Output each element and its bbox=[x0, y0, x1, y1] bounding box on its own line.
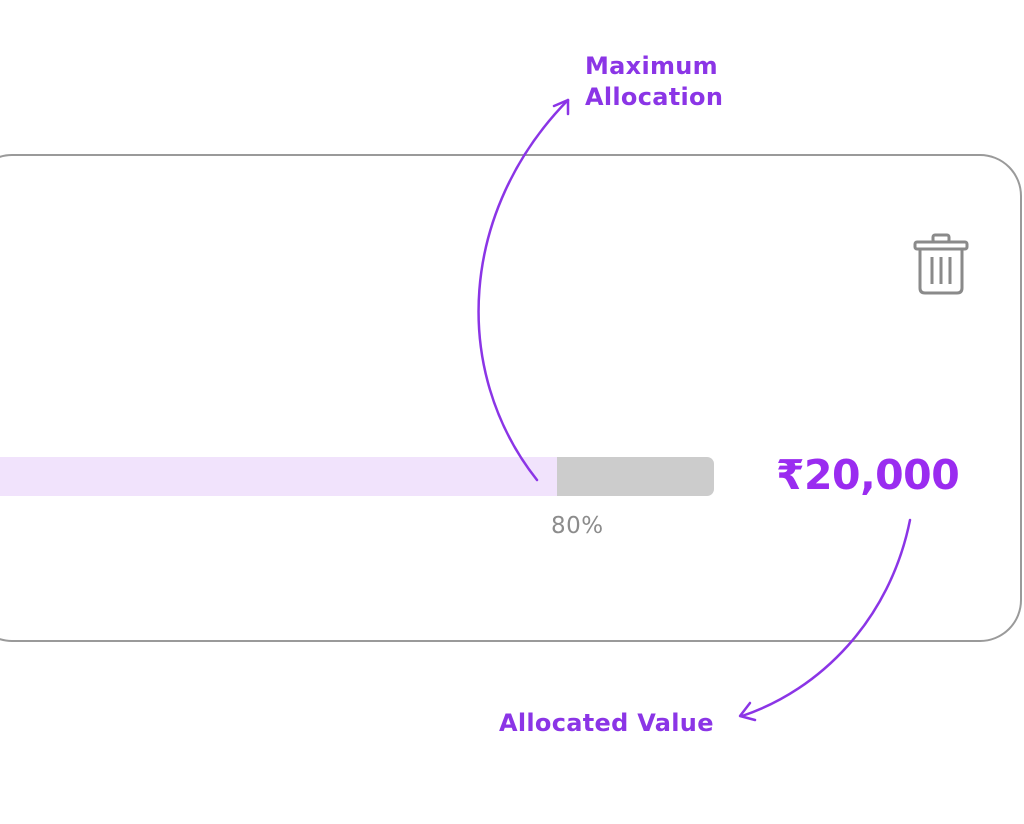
maximum-allocation-annotation: Maximum Allocation bbox=[585, 51, 723, 113]
maximum-allocation-arrowhead bbox=[552, 98, 570, 116]
allocated-amount: ₹20,000 bbox=[776, 451, 960, 499]
delete-button[interactable] bbox=[912, 232, 970, 298]
annotation-line-1: Maximum bbox=[585, 52, 718, 80]
allocated-value-arrowhead bbox=[738, 701, 757, 722]
annotation-line-2: Allocation bbox=[585, 83, 724, 111]
allocation-progress-bar[interactable] bbox=[0, 457, 714, 496]
allocation-card bbox=[0, 154, 1022, 642]
allocated-value-annotation: Allocated Value bbox=[499, 709, 714, 737]
trash-icon bbox=[913, 233, 969, 295]
allocation-progress-fill bbox=[0, 457, 557, 496]
allocation-percent-label: 80% bbox=[551, 513, 604, 539]
